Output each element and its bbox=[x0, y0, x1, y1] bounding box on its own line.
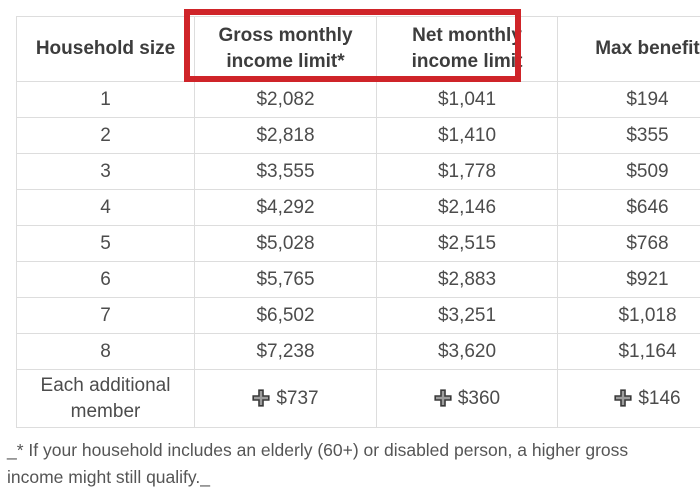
net-limit-cell: $1,410 bbox=[376, 117, 558, 154]
additional-max-value: $146 bbox=[638, 387, 681, 409]
plus-icon bbox=[434, 389, 452, 407]
table-row-additional-member: Each additional member $737 $360 $146 bbox=[16, 369, 700, 428]
max-benefit-cell: $646 bbox=[557, 189, 700, 226]
gross-limit-cell: $5,028 bbox=[194, 225, 377, 262]
gross-limit-cell: $2,082 bbox=[194, 81, 377, 118]
header-row: Household size Gross monthly income limi… bbox=[16, 16, 700, 82]
net-limit-cell: $3,620 bbox=[376, 333, 558, 370]
table-row: 7 $6,502 $3,251 $1,018 bbox=[16, 297, 700, 334]
max-benefit-cell: $768 bbox=[557, 225, 700, 262]
plus-icon bbox=[252, 389, 270, 407]
net-limit-cell: $1,778 bbox=[376, 153, 558, 190]
col-header-household-size: Household size bbox=[16, 16, 195, 82]
plus-icon bbox=[614, 389, 632, 407]
gross-limit-cell: $3,555 bbox=[194, 153, 377, 190]
max-benefit-cell: $1,018 bbox=[557, 297, 700, 334]
additional-gross-value: $737 bbox=[276, 387, 319, 409]
max-benefit-cell: $194 bbox=[557, 81, 700, 118]
additional-net-cell: $360 bbox=[376, 369, 558, 428]
gross-limit-cell: $7,238 bbox=[194, 333, 377, 370]
table-row: 1 $2,082 $1,041 $194 bbox=[16, 81, 700, 118]
income-limits-table: Household size Gross monthly income limi… bbox=[16, 16, 700, 428]
table-row: 8 $7,238 $3,620 $1,164 bbox=[16, 333, 700, 370]
col-header-net-income: Net monthly income limit bbox=[376, 16, 558, 82]
household-size-cell: 7 bbox=[16, 297, 195, 334]
col-header-max-benefit: Max benefit bbox=[557, 16, 700, 82]
max-benefit-cell: $921 bbox=[557, 261, 700, 298]
gross-limit-cell: $6,502 bbox=[194, 297, 377, 334]
table-row: 3 $3,555 $1,778 $509 bbox=[16, 153, 700, 190]
table-row: 5 $5,028 $2,515 $768 bbox=[16, 225, 700, 262]
household-size-cell: 6 bbox=[16, 261, 195, 298]
household-size-cell: 4 bbox=[16, 189, 195, 226]
additional-net-value: $360 bbox=[457, 387, 501, 409]
additional-max-cell: $146 bbox=[557, 369, 700, 428]
additional-member-label: Each additional member bbox=[16, 369, 195, 428]
net-limit-cell: $1,041 bbox=[376, 81, 558, 118]
net-limit-cell: $2,515 bbox=[376, 225, 558, 262]
net-limit-cell: $3,251 bbox=[376, 297, 558, 334]
net-limit-cell: $2,883 bbox=[376, 261, 558, 298]
col-header-gross-income: Gross monthly income limit* bbox=[194, 16, 377, 82]
max-benefit-cell: $1,164 bbox=[557, 333, 700, 370]
net-limit-cell: $2,146 bbox=[376, 189, 558, 226]
table-row: 4 $4,292 $2,146 $646 bbox=[16, 189, 700, 226]
household-size-cell: 8 bbox=[16, 333, 195, 370]
household-size-cell: 3 bbox=[16, 153, 195, 190]
footnote: _* If your household includes an elderly… bbox=[7, 440, 629, 487]
max-benefit-cell: $355 bbox=[557, 117, 700, 154]
household-size-cell: 5 bbox=[16, 225, 195, 262]
gross-limit-cell: $5,765 bbox=[194, 261, 377, 298]
max-benefit-cell: $509 bbox=[557, 153, 700, 190]
additional-gross-cell: $737 bbox=[194, 369, 377, 428]
gross-limit-cell: $2,818 bbox=[194, 117, 377, 154]
table-row: 6 $5,765 $2,883 $921 bbox=[16, 261, 700, 298]
table-row: 2 $2,818 $1,410 $355 bbox=[16, 117, 700, 154]
household-size-cell: 1 bbox=[16, 81, 195, 118]
gross-limit-cell: $4,292 bbox=[194, 189, 377, 226]
household-size-cell: 2 bbox=[16, 117, 195, 154]
